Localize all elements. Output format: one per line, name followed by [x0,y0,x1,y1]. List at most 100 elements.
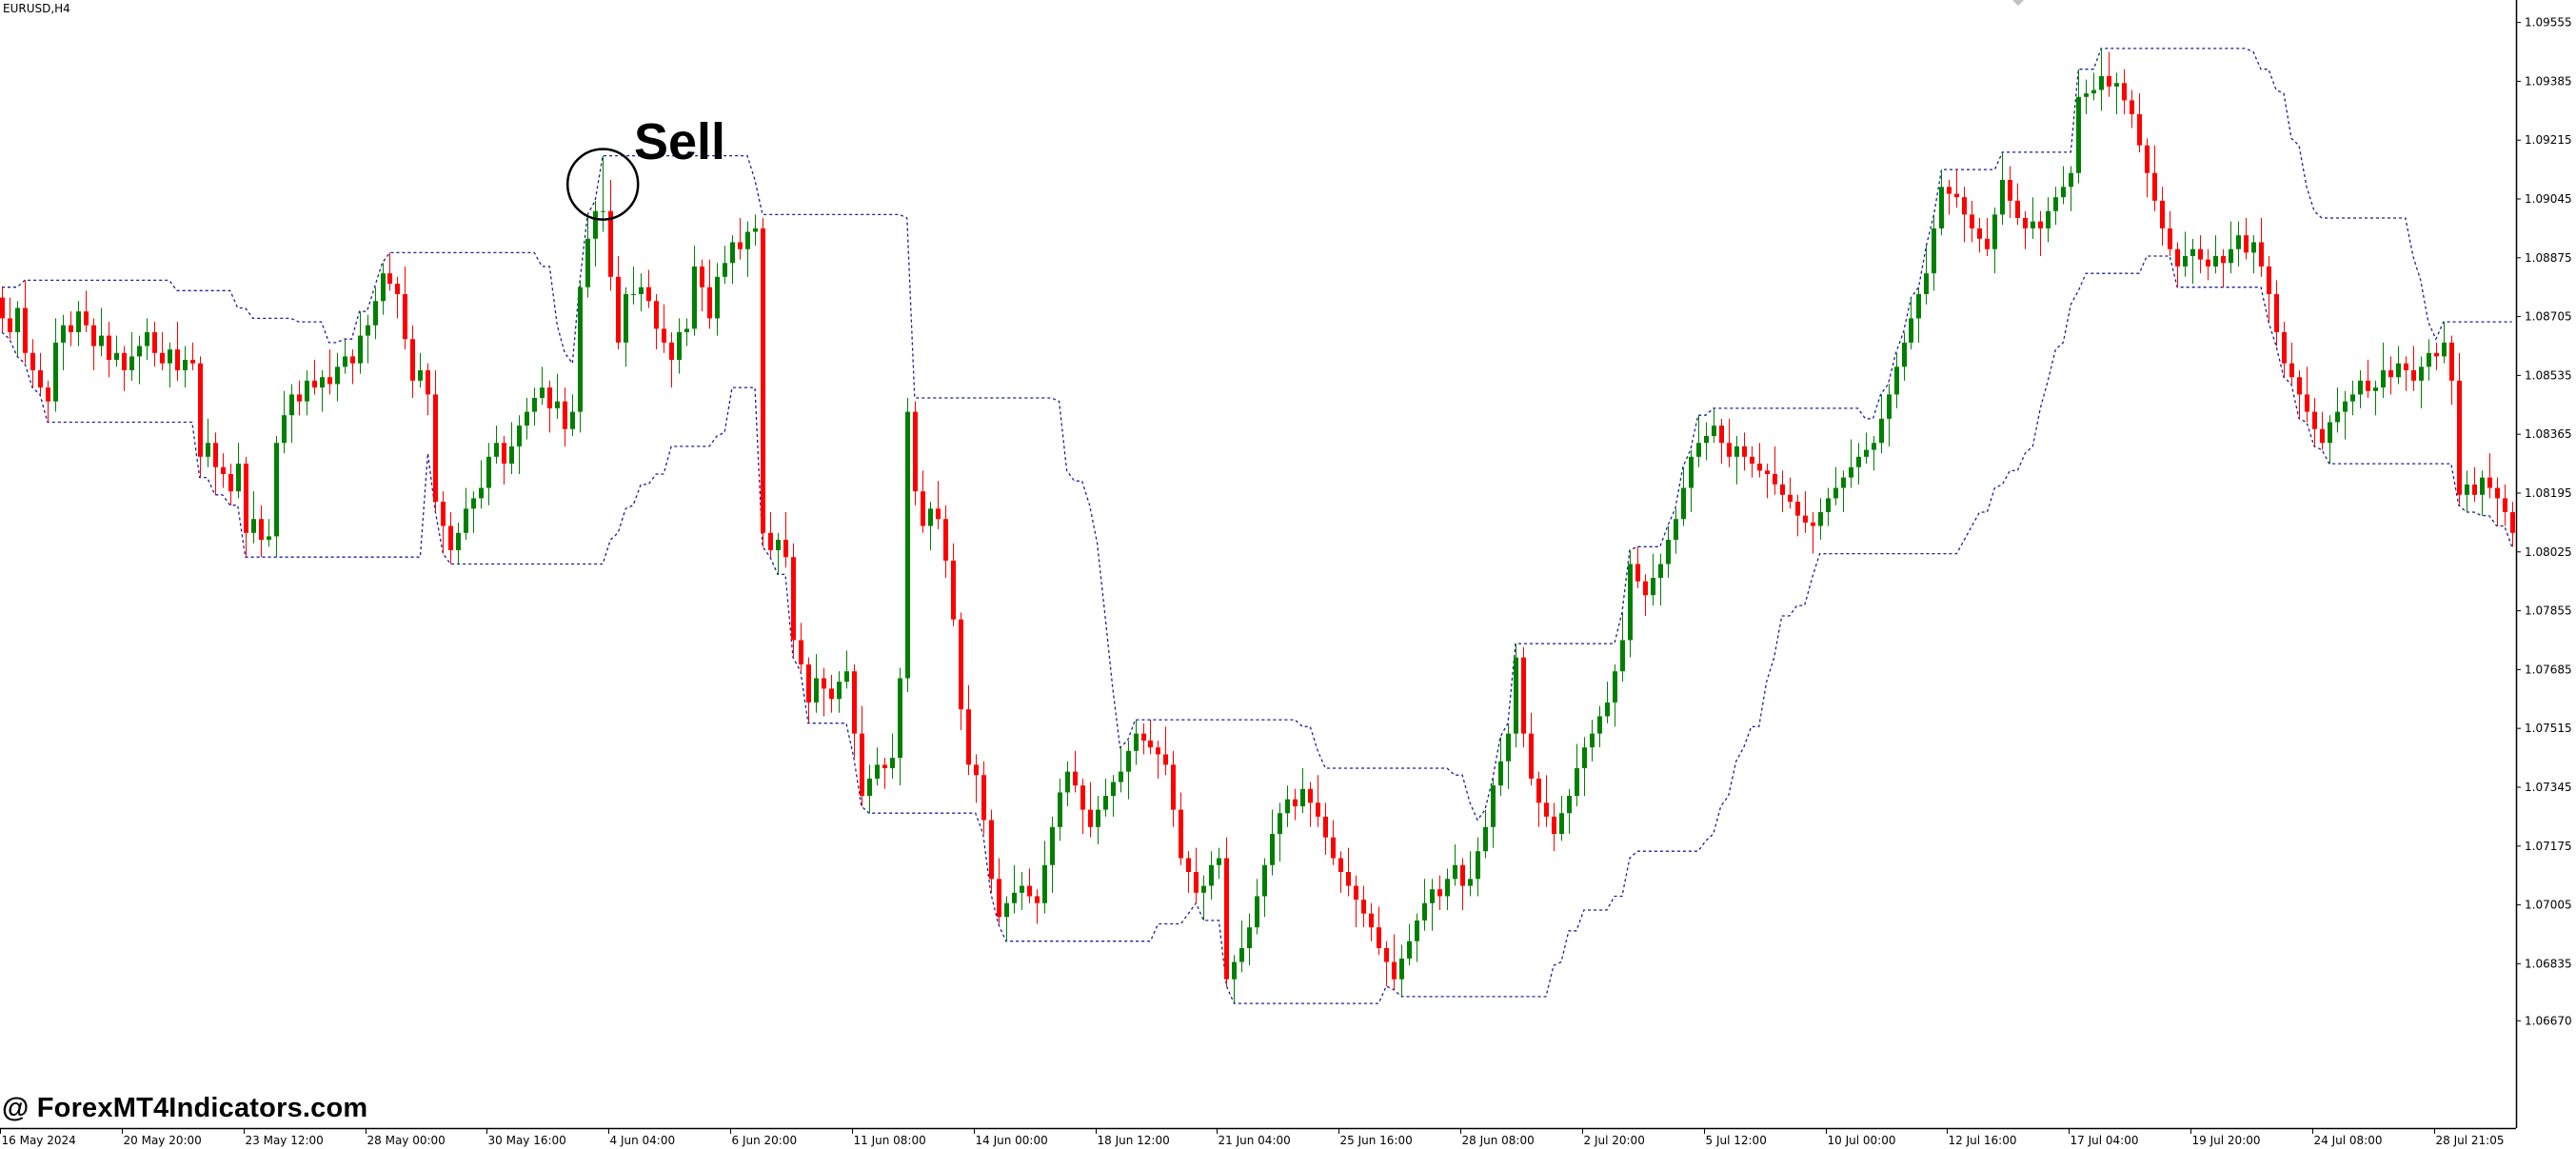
candle [1902,331,1907,381]
candle-body [343,356,347,367]
candle-body [152,331,157,353]
candle [175,322,180,381]
candle [776,532,781,575]
candle [76,301,81,347]
candle [1407,923,1412,966]
candle [84,290,89,332]
candle [2480,470,2485,516]
candle [2107,51,2111,97]
candle [441,491,446,554]
candle [494,426,499,465]
candle [745,221,750,277]
candle [1247,913,1252,966]
candle [2472,466,2477,503]
candle [1445,868,1450,910]
candle-body [1856,456,1861,467]
candle-body [236,464,241,492]
candle [1476,837,1480,897]
candle [358,311,363,374]
candle-body [822,678,826,689]
candle-body [639,287,644,294]
candle-body [1651,578,1655,596]
candle [1696,415,1701,467]
candle-body [2297,377,2302,395]
candle [2282,322,2287,378]
candle-body [1727,443,1732,457]
candle-body [2373,387,2378,391]
candle [2221,248,2226,287]
candle-body [1042,864,1047,903]
candle [297,380,302,416]
price-tick-label: 1.08365 [2525,427,2572,441]
candle-body [1262,864,1267,897]
candle [2465,470,2469,512]
candle [366,314,370,364]
candle [723,246,727,285]
candle-body [1338,858,1343,873]
candle-body [228,473,233,492]
candle-body [677,331,682,361]
candle [1597,705,1602,748]
candle [1856,443,1861,485]
candle-body [2495,487,2500,499]
candle-body [1681,487,1686,520]
candle [1058,778,1062,842]
candle-body [837,682,842,700]
candle [1050,816,1055,893]
candle [137,335,142,385]
candle [1224,837,1229,986]
candle [228,464,233,505]
candle-body [1194,872,1199,893]
candle-body [860,733,864,797]
candle [2449,335,2454,406]
candle [282,390,287,454]
candle-body [1962,197,1967,215]
price-tick-label: 1.08875 [2525,251,2572,265]
candle [426,363,430,416]
candle-body [966,709,971,765]
candle [677,318,682,374]
candle-body [1628,564,1633,641]
candle-body [1050,826,1055,865]
candle [343,339,347,374]
candle [395,276,400,319]
candle [2114,72,2119,114]
candle [1369,902,1374,941]
candle-body [486,456,491,488]
candle-body [160,352,165,364]
candle-body [1460,864,1465,886]
candle [122,346,127,391]
candle-body [745,231,750,249]
candle [403,266,407,350]
candle-body [1575,767,1579,797]
candle-body [959,619,963,710]
candle [2487,453,2492,499]
sell-circle-marker [565,148,640,221]
candle-body [282,415,287,444]
candle [2297,369,2302,419]
candle [738,218,743,260]
candle [829,674,834,713]
candle-body [137,346,142,357]
price-tick-label: 1.06670 [2525,1014,2572,1027]
candle [274,436,279,558]
candle [2061,166,2066,205]
candle-body [2267,266,2271,294]
candle-body [540,387,545,399]
candle [1970,200,1974,243]
candle [532,387,537,426]
candle [2099,48,2104,111]
price-tick-label: 1.08025 [2525,545,2572,559]
candle [860,705,864,806]
candle [1916,287,1921,343]
candle [662,304,666,353]
candle-body [366,325,370,336]
candle-body [1316,802,1320,817]
candle-body [2046,210,2051,228]
candle [1020,872,1024,910]
candle [2031,197,2035,239]
candle [2259,218,2264,277]
candle [2008,166,2012,219]
candle-body [107,335,111,361]
